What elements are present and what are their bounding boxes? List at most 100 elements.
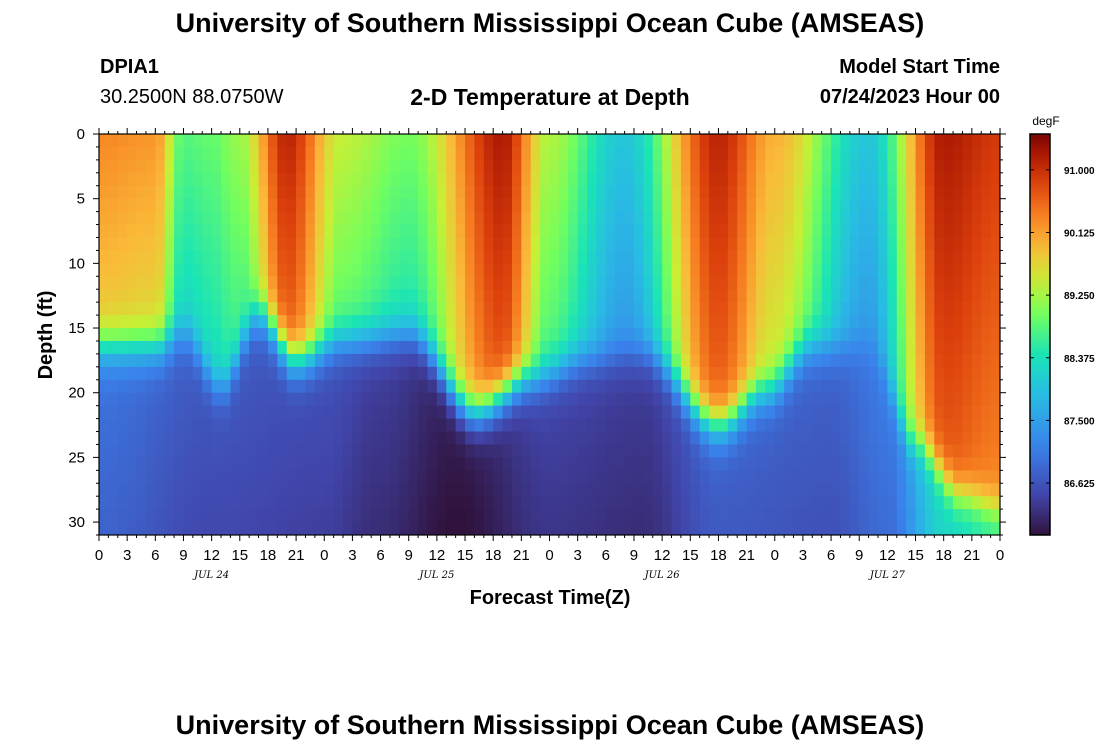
heatmap-cell — [596, 198, 607, 213]
heatmap-cell — [474, 237, 485, 252]
heatmap-cell — [296, 496, 307, 510]
heatmap-cell — [258, 198, 269, 213]
heatmap-cell — [408, 509, 419, 523]
heatmap-cell — [521, 392, 532, 407]
heatmap-cell — [915, 276, 926, 290]
heatmap-cell — [465, 302, 476, 316]
heatmap-cell — [474, 146, 485, 161]
heatmap-cell — [239, 302, 250, 316]
heatmap-cell — [427, 418, 438, 433]
heatmap-cell — [108, 315, 119, 329]
heatmap-cell — [633, 379, 644, 394]
heatmap-cell — [446, 211, 457, 226]
heatmap-cell — [849, 315, 860, 329]
heatmap-cell — [305, 353, 316, 368]
heatmap-cell — [587, 379, 598, 394]
heatmap-cell — [474, 340, 485, 355]
heatmap-cell — [502, 353, 513, 368]
heatmap-cell — [540, 431, 551, 446]
heatmap-cell — [737, 224, 748, 239]
heatmap-cell — [427, 379, 438, 394]
x-tick-label: 21 — [964, 547, 981, 564]
heatmap-cell — [361, 250, 372, 264]
heatmap-cell — [333, 431, 344, 446]
heatmap-cell — [793, 224, 804, 239]
heatmap-cell — [737, 483, 748, 497]
heatmap-cell — [859, 444, 870, 458]
heatmap-cell — [502, 405, 513, 420]
heatmap-cell — [427, 366, 438, 381]
heatmap-cell — [352, 522, 363, 535]
heatmap-cell — [896, 470, 907, 484]
heatmap-cell — [774, 379, 785, 394]
heatmap-cell — [380, 250, 391, 264]
heatmap-cell — [755, 522, 766, 535]
heatmap-cell — [868, 496, 879, 510]
heatmap-cell — [418, 522, 429, 535]
heatmap-cell — [211, 379, 222, 394]
heatmap-cell — [521, 224, 532, 239]
heatmap-cell — [192, 392, 203, 407]
heatmap-cell — [427, 289, 438, 303]
heatmap-cell — [230, 470, 241, 484]
heatmap-cell — [680, 405, 691, 420]
heatmap-cell — [305, 276, 316, 290]
heatmap-cell — [784, 134, 795, 148]
heatmap-cell — [540, 172, 551, 187]
heatmap-cell — [286, 159, 297, 174]
heatmap-cell — [924, 315, 935, 329]
heatmap-cell — [784, 418, 795, 433]
heatmap-cell — [371, 353, 382, 368]
heatmap-cell — [211, 146, 222, 161]
heatmap-cell — [502, 224, 513, 239]
heatmap-cell — [990, 418, 1000, 433]
heatmap-cell — [727, 522, 738, 535]
heatmap-cell — [859, 379, 870, 394]
heatmap-cell — [962, 276, 973, 290]
heatmap-cell — [577, 431, 588, 446]
heatmap-cell — [671, 340, 682, 355]
heatmap-cell — [408, 483, 419, 497]
heatmap-cell — [333, 483, 344, 497]
heatmap-cell — [774, 302, 785, 316]
heatmap-cell — [774, 418, 785, 433]
heatmap-cell — [343, 302, 354, 316]
model-start-time: 07/24/2023 Hour 00 — [819, 86, 1000, 108]
heatmap-cell — [915, 418, 926, 433]
heatmap-cell — [436, 289, 447, 303]
heatmap-cell — [953, 483, 964, 497]
heatmap-cell — [812, 353, 823, 368]
heatmap-cell — [840, 250, 851, 264]
heatmap-cell — [455, 483, 466, 497]
heatmap-cell — [971, 134, 982, 148]
heatmap-cell — [324, 379, 335, 394]
heatmap-cell — [887, 392, 898, 407]
heatmap-cell — [680, 289, 691, 303]
heatmap-cell — [530, 483, 541, 497]
heatmap-cell — [709, 250, 720, 264]
heatmap-cell — [568, 392, 579, 407]
heatmap-cell — [211, 224, 222, 239]
heatmap-cell — [408, 405, 419, 420]
heatmap-cell — [615, 496, 626, 510]
heatmap-cell — [99, 276, 109, 290]
heatmap-cell — [371, 366, 382, 381]
heatmap-cell — [812, 159, 823, 174]
heatmap-cell — [953, 392, 964, 407]
heatmap-cell — [643, 159, 654, 174]
heatmap-cell — [239, 431, 250, 446]
heatmap-cell — [371, 405, 382, 420]
heatmap-cell — [211, 159, 222, 174]
heatmap-cell — [418, 172, 429, 187]
heatmap-cell — [615, 263, 626, 277]
heatmap-cell — [493, 483, 504, 497]
heatmap-cell — [221, 353, 231, 368]
heatmap-cell — [183, 353, 194, 368]
heatmap-cell — [333, 237, 344, 252]
heatmap-cell — [868, 263, 879, 277]
heatmap-cell — [699, 444, 710, 458]
heatmap-cell — [258, 302, 269, 316]
heatmap-cell — [361, 224, 372, 239]
heatmap-cell — [737, 237, 748, 252]
